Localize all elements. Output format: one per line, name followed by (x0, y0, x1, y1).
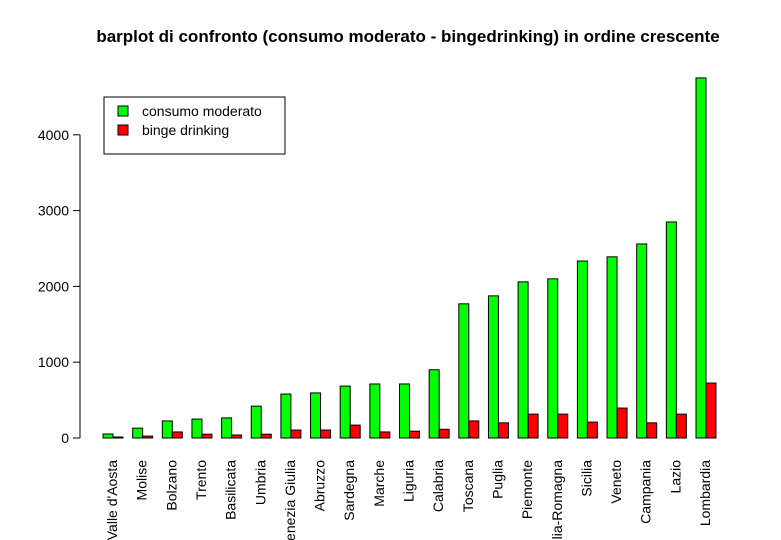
bar (231, 434, 243, 439)
bar (675, 413, 687, 439)
bar (310, 392, 322, 439)
x-tick-label: Calabria (430, 460, 446, 512)
bar (458, 303, 470, 439)
bar (428, 369, 440, 439)
legend-swatch (117, 105, 129, 117)
bar (606, 256, 618, 439)
legend-swatch (117, 124, 129, 136)
x-tick-label: Puglia (489, 460, 505, 499)
bar (369, 383, 381, 439)
legend-box (103, 96, 286, 155)
x-tick-label: Sicilia (578, 460, 594, 497)
bar (695, 77, 707, 439)
x-tick-label: Friuli Venezia Giulia (282, 460, 298, 540)
legend-label: binge drinking (142, 122, 229, 138)
bar (260, 433, 272, 439)
bar (497, 422, 509, 439)
bar (636, 243, 648, 439)
bar (112, 436, 124, 439)
bar (557, 413, 569, 439)
bar (616, 407, 628, 439)
bar (191, 418, 203, 439)
x-tick-label: Lombardia (697, 460, 713, 526)
x-tick-label: Trento (193, 460, 209, 500)
x-tick-label: Basilicata (223, 460, 239, 520)
bar (349, 424, 361, 439)
bar (142, 435, 154, 439)
bar (399, 383, 410, 439)
bar (290, 429, 302, 439)
x-tick-label: Piemonte (519, 460, 535, 519)
bar (487, 295, 499, 439)
x-tick-label: Marche (371, 460, 387, 507)
bar (132, 427, 144, 439)
bar (517, 281, 529, 439)
x-tick-label: Bolzano (163, 460, 179, 511)
x-tick-label: Liguria (401, 460, 417, 502)
bar (379, 431, 391, 439)
y-tick-label: 3000 (38, 203, 69, 219)
bar (221, 417, 233, 439)
y-tick-label: 1000 (38, 354, 69, 370)
x-tick-label: Veneto (608, 460, 624, 504)
y-tick-label: 0 (61, 430, 69, 446)
y-tick-label: 4000 (38, 127, 69, 143)
bar (201, 433, 213, 439)
x-tick-label: Emilia-Romagna (549, 460, 565, 540)
bar (705, 382, 717, 439)
legend-label: consumo moderato (142, 103, 262, 119)
bar (320, 429, 332, 439)
x-tick-label: Lazio (667, 460, 683, 494)
x-tick-label: Toscana (460, 460, 476, 512)
chart-title: barplot di confronto (consumo moderato -… (96, 27, 719, 46)
bar (102, 433, 114, 439)
x-tick-label: Molise (134, 460, 150, 501)
bar (646, 422, 658, 439)
x-tick-label: Campania (638, 460, 654, 524)
bar (576, 260, 588, 439)
bar (468, 420, 480, 439)
x-tick-label: Abruzzo (312, 460, 328, 512)
x-tick-label: Sardegna (341, 460, 357, 521)
bar (339, 385, 351, 439)
bar (586, 421, 598, 439)
bar (161, 420, 173, 439)
bar (527, 413, 539, 439)
bar (665, 221, 677, 439)
x-tick-label: Valle d'Aosta (104, 460, 120, 540)
x-tick-label: Umbria (252, 460, 268, 505)
bar (280, 393, 292, 439)
bar (438, 428, 450, 439)
bar (547, 278, 559, 439)
bar (409, 430, 420, 439)
bar (250, 405, 262, 439)
bar (171, 431, 183, 439)
y-tick-label: 2000 (38, 278, 69, 294)
